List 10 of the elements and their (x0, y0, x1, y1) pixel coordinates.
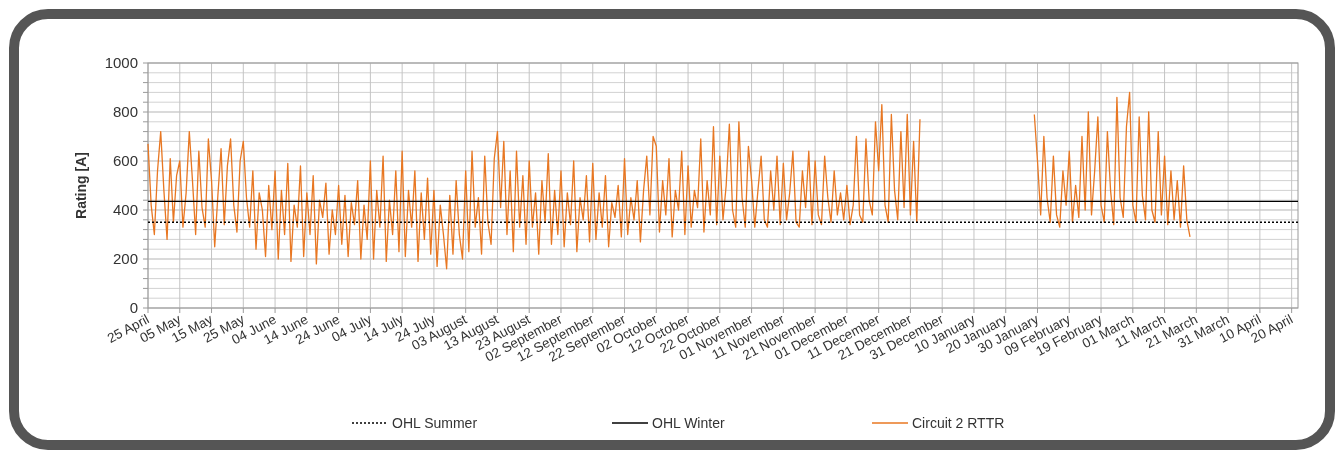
legend-label: OHL Winter (652, 414, 725, 431)
legend-label: OHL Summer (392, 414, 478, 431)
y-axis-title: Rating [A] (73, 152, 89, 219)
y-tick-label: 600 (112, 152, 138, 170)
y-tick-label: 400 (112, 201, 138, 219)
y-tick-label: 200 (112, 250, 138, 268)
y-tick-label: 0 (129, 299, 138, 317)
legend-label: Circuit 2 RTTR (912, 414, 1005, 431)
y-tick-label: 800 (112, 103, 138, 121)
y-tick-label: 1000 (104, 54, 138, 72)
